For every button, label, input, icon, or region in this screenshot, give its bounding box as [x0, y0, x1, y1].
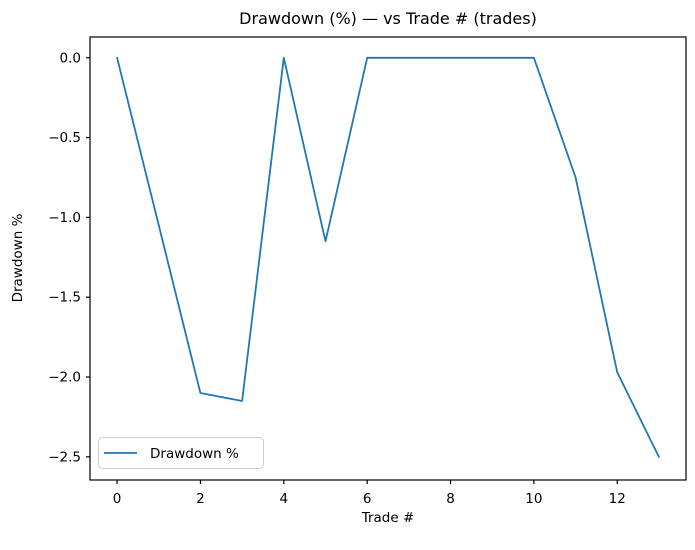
y-tick-label: −2.0 [48, 370, 81, 386]
x-axis-ticks: 0 2 4 6 8 10 12 [113, 480, 626, 507]
plot-area [90, 37, 686, 480]
x-tick-label: 2 [196, 491, 205, 507]
legend: Drawdown % [98, 437, 264, 469]
y-tick-label: −1.5 [48, 290, 81, 306]
y-axis-label: Drawdown % [10, 213, 26, 302]
y-tick-label: −2.5 [48, 449, 81, 465]
chart-title: Drawdown (%) — vs Trade # (trades) [239, 9, 537, 28]
x-axis-label: Trade # [361, 510, 415, 526]
y-axis-ticks: 0.0 −0.5 −1.0 −1.5 −2.0 −2.5 [48, 50, 90, 465]
y-tick-label: −1.0 [48, 210, 81, 226]
legend-label: Drawdown % [150, 446, 239, 462]
x-tick-label: 0 [113, 491, 122, 507]
y-tick-label: −0.5 [48, 130, 81, 146]
legend-box [98, 437, 264, 469]
axes-spines [89, 36, 687, 481]
x-tick-label: 6 [363, 491, 372, 507]
x-tick-label: 10 [525, 491, 542, 507]
data-series [116, 56, 660, 458]
x-tick-label: 8 [446, 491, 455, 507]
x-tick-label: 4 [280, 491, 289, 507]
y-tick-label: 0.0 [60, 50, 81, 66]
x-tick-label: 12 [609, 491, 626, 507]
drawdown-line [116, 56, 660, 458]
